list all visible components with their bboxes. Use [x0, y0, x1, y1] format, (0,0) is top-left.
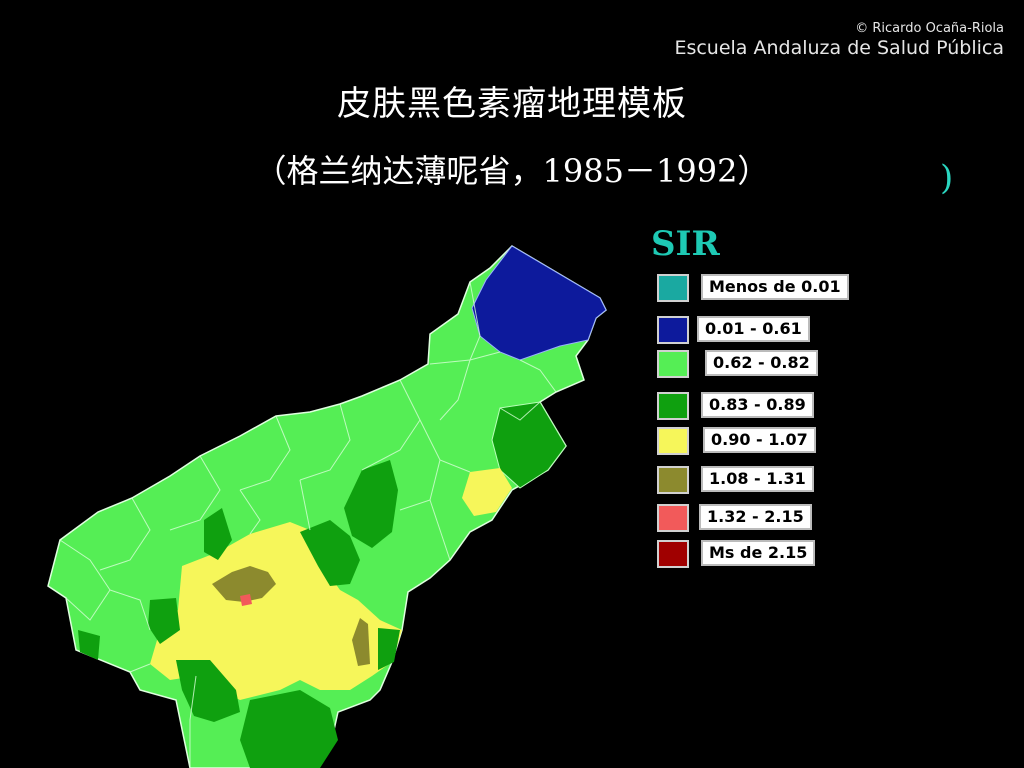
region-dark-green-se — [378, 628, 400, 670]
legend-swatch — [657, 540, 689, 568]
region-dark-green-mid2 — [300, 520, 360, 586]
municipal-boundaries — [59, 281, 557, 768]
legend-label: 0.90 - 1.07 — [703, 427, 816, 453]
legend-label: 0.83 - 0.89 — [701, 392, 814, 418]
credit-block: © Ricardo Ocaña-Riola Escuela Andaluza d… — [674, 21, 1004, 60]
legend-title: SIR — [651, 224, 720, 264]
region-red-spot — [240, 594, 252, 606]
region-dark-green-left — [204, 508, 232, 560]
region-dark-green-west — [148, 598, 180, 644]
region-yellow-east — [462, 468, 512, 516]
region-brown-central — [212, 566, 276, 602]
legend-label: Menos de 0.01 — [701, 274, 849, 300]
legend-swatch — [657, 427, 689, 455]
region-dark-green-far-west — [78, 630, 100, 660]
legend-swatch — [657, 350, 689, 378]
slide-subtitle: （格兰纳达薄呢省，1985－1992） — [254, 152, 770, 190]
legend-label: 0.01 - 0.61 — [697, 316, 810, 342]
legend-swatch — [657, 466, 689, 494]
region-dark-green-east — [491, 401, 567, 489]
legend-label: 0.62 - 0.82 — [705, 350, 818, 376]
copyright-text: © Ricardo Ocaña-Riola — [855, 21, 1004, 36]
slide-title: 皮肤黑色素瘤地理模板 — [337, 84, 687, 124]
legend-label: 1.08 - 1.31 — [701, 466, 814, 492]
legend-swatch — [657, 504, 689, 532]
region-yellow-central — [150, 522, 402, 700]
region-brown-south — [352, 618, 370, 666]
region-dark-green-south — [240, 690, 338, 768]
legend-swatch — [657, 392, 689, 420]
legend-swatch — [657, 316, 689, 344]
legend-swatch — [657, 274, 689, 302]
legend-label: 1.32 - 2.15 — [699, 504, 812, 530]
region-dark-green-mid — [344, 460, 398, 548]
stray-glyph: ) — [940, 158, 954, 198]
legend-label: Ms de 2.15 — [701, 540, 816, 566]
institution-text: Escuela Andaluza de Salud Pública — [674, 37, 1004, 60]
